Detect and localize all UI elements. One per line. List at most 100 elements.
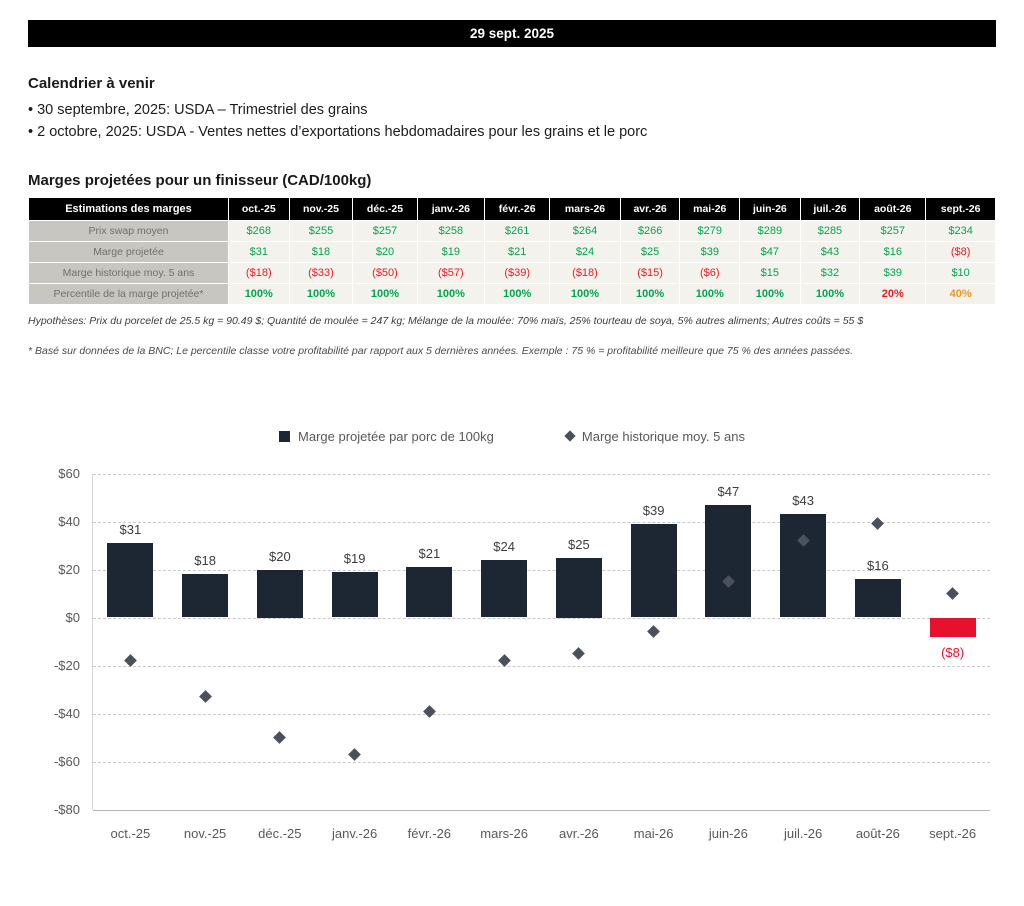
table-month-header: janv.-26 [416,196,486,221]
diamond-marker [946,587,959,600]
table-cell: 100% [288,282,354,305]
table-cell: $32 [799,261,861,284]
margins-table-title: Marges projetées pour un finisseur (CAD/… [28,171,372,189]
table-cell: $24 [549,240,621,263]
x-axis-tick-label: févr.-26 [407,825,452,841]
table-cell: ($8) [925,240,996,263]
diamond-marker [871,517,885,531]
y-axis-tick-label: -$80 [53,801,80,817]
y-axis-tick-label: -$20 [53,657,80,673]
row-label: Marge historique moy. 5 ans [28,261,229,284]
diamond-marker [647,625,660,639]
x-axis-tick-label: mai-26 [633,825,674,841]
table-cell: 100% [679,282,741,305]
table-cell: ($50) [352,261,418,284]
table-cell: 20% [859,282,927,305]
gridline [93,473,990,475]
bar-oct.-25 [107,543,154,618]
bar-value-label: $16 [867,558,889,574]
table-cell: $258 [416,219,486,242]
x-axis-tick-label: juil.-26 [783,825,823,841]
diamond-marker [198,690,212,704]
bar-value-label: $39 [642,502,665,518]
x-axis-tick-label: oct.-25 [110,825,151,841]
percentile-footnote: * Basé sur données de la BNC; Le percent… [28,344,854,357]
table-cell: $43 [799,240,861,263]
table-cell: $234 [925,219,996,242]
table-cell: $25 [619,240,681,263]
table-cell: ($33) [288,261,354,284]
x-axis-tick-label: sept.-26 [929,825,977,841]
y-axis: $60 $40 $20 $0 -$20 -$40 -$60 -$80 [28,466,80,817]
table-cell: $285 [799,219,861,242]
margins-table: Estimations des marges oct.-25 nov.-25 déc.… [28,196,996,305]
table-cell: $264 [549,219,621,242]
legend-label: Marge projetée par porc de 100kg [298,428,494,444]
bar-déc.-25 [256,569,303,618]
chart-area: $60 $40 $20 $0 -$20 -$40 -$60 -$80 $31 oct.-25 $1… [28,466,996,870]
table-corner-header: Estimations des marges [28,196,229,221]
table-cell: 100% [416,282,486,305]
x-axis-tick-label: avr.-26 [558,825,599,841]
table-cell: ($18) [549,261,621,284]
x-axis-tick-label: août-26 [855,825,900,841]
calendar-list: • 30 septembre, 2025: USDA – Trimestriel… [28,100,996,144]
report-page: 29 sept. 2025 Calendrier à venir • 30 se… [28,20,996,870]
table-cell: $257 [859,219,927,242]
calendar-item: • 2 octobre, 2025: USDA - Ventes nettes … [28,123,648,140]
table-cell: $289 [739,219,801,242]
table-cell: 100% [549,282,621,305]
x-axis-tick-label: mars-26 [480,825,528,841]
legend-item-diamonds: Marge historique moy. 5 ans [564,429,745,444]
bar-sept.-26 [929,617,976,637]
y-axis-tick-label: $60 [58,465,80,481]
bar-nov.-25 [182,574,229,618]
bar-août-26 [854,579,901,618]
bar-mai-26 [630,523,677,618]
x-axis-tick-label: juin-26 [708,825,748,841]
bar-janv.-26 [331,571,378,618]
table-cell: $279 [679,219,741,242]
diamond-legend-swatch [564,430,576,442]
row-label: Marge projetée [28,240,229,263]
gridline [93,809,990,811]
table-cell: $10 [925,261,996,284]
table-cell: $20 [352,240,418,263]
bar-value-label: $31 [119,522,142,538]
margin-chart: Marge projetée par porc de 100kg Marge h… [28,429,996,870]
table-cell: $19 [416,240,486,263]
table-cell: 100% [484,282,551,305]
table-cell: 40% [925,282,996,305]
table-cell: $266 [619,219,681,242]
table-cell: $39 [679,240,741,263]
table-cell: $261 [484,219,551,242]
table-cell: ($15) [619,261,681,284]
table-cell: 100% [799,282,861,305]
table-row: Marge historique moy. 5 ans ($18) ($33) ($5… [28,261,996,284]
row-label: Prix swap moyen [28,219,229,242]
table-month-header: oct.-25 [228,196,290,221]
bar-value-label: $47 [717,483,740,499]
table-cell: $255 [288,219,354,242]
bar-juil.-26 [780,514,827,618]
table-cell: ($18) [228,261,290,284]
table-month-header: août-26 [859,196,927,221]
table-cell: $18 [288,240,354,263]
diamond-marker [348,747,361,761]
table-cell: ($57) [416,261,486,284]
diamond-marker [572,647,586,660]
table-cell: $268 [228,219,290,242]
table-row: Percentile de la marge projetée* 100% 100%… [28,282,996,305]
table-cell: 100% [228,282,290,305]
y-axis-tick-label: -$40 [53,705,80,721]
bar-value-label: $43 [792,493,814,509]
y-axis-tick-label: $0 [65,609,80,625]
table-cell: 100% [619,282,681,305]
table-cell: 100% [352,282,418,305]
table-cell: $21 [484,240,551,263]
table-month-header: juin-26 [739,196,801,221]
margins-table-body: Prix swap moyen $268 $255 $257 $258 $261 $264 $… [28,219,996,305]
table-cell: 100% [739,282,801,305]
gridline [93,761,990,763]
x-axis-tick-label: déc.-25 [258,825,302,841]
